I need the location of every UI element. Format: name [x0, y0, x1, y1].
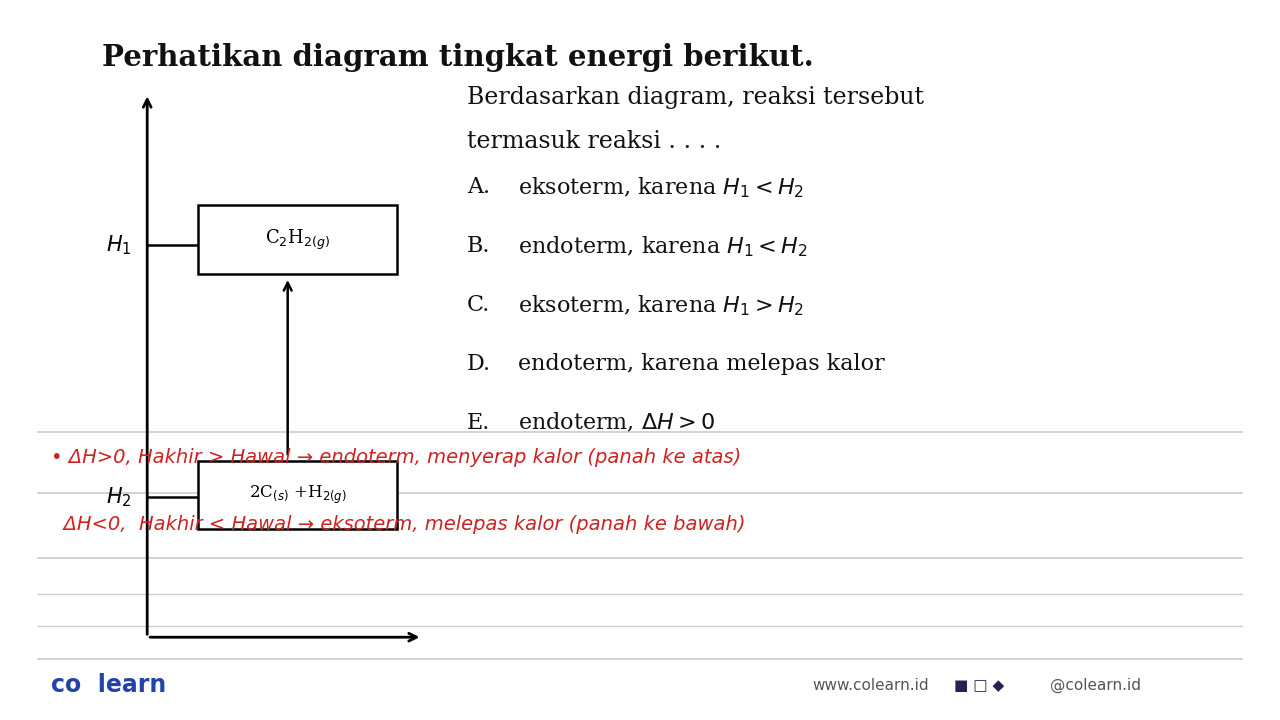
- Text: ■ □ ◆: ■ □ ◆: [954, 678, 1004, 693]
- Text: $H_2$: $H_2$: [106, 485, 132, 508]
- Text: B.: B.: [467, 235, 490, 257]
- Bar: [198, 461, 397, 529]
- Text: termasuk reaksi . . . .: termasuk reaksi . . . .: [467, 130, 722, 153]
- Text: C$_2$H$_{2(g)}$: C$_2$H$_{2(g)}$: [265, 228, 330, 251]
- Text: $H_1$: $H_1$: [106, 233, 132, 256]
- Text: endoterm, karena $H_1 < H_2$: endoterm, karena $H_1 < H_2$: [518, 234, 808, 258]
- Text: A.: A.: [467, 176, 490, 198]
- Text: www.colearn.id: www.colearn.id: [813, 678, 929, 693]
- Text: • ΔH>0, Hakhir > Hawal → endoterm, menyerap kalor (panah ke atas): • ΔH>0, Hakhir > Hawal → endoterm, menye…: [51, 448, 741, 467]
- Text: Berdasarkan diagram, reaksi tersebut: Berdasarkan diagram, reaksi tersebut: [467, 86, 924, 109]
- Text: co  learn: co learn: [51, 673, 166, 698]
- Bar: [198, 205, 397, 274]
- Text: C.: C.: [467, 294, 490, 316]
- Text: @colearn.id: @colearn.id: [1050, 678, 1140, 693]
- Text: D.: D.: [467, 354, 492, 375]
- Text: Perhatikan diagram tingkat energi berikut.: Perhatikan diagram tingkat energi beriku…: [102, 43, 814, 72]
- Text: endoterm, karena melepas kalor: endoterm, karena melepas kalor: [518, 354, 886, 375]
- Text: eksoterm, karena $H_1 < H_2$: eksoterm, karena $H_1 < H_2$: [518, 175, 805, 199]
- Text: E.: E.: [467, 413, 490, 434]
- Text: endoterm, $\Delta H > 0$: endoterm, $\Delta H > 0$: [518, 412, 716, 435]
- Text: 2C$_{(s)}$ +H$_{2(g)}$: 2C$_{(s)}$ +H$_{2(g)}$: [248, 484, 347, 506]
- Text: ΔH<0,  Hakhir < Hawal → eksoterm, melepas kalor (panah ke bawah): ΔH<0, Hakhir < Hawal → eksoterm, melepas…: [51, 515, 746, 534]
- Text: eksoterm, karena $H_1 > H_2$: eksoterm, karena $H_1 > H_2$: [518, 293, 805, 318]
